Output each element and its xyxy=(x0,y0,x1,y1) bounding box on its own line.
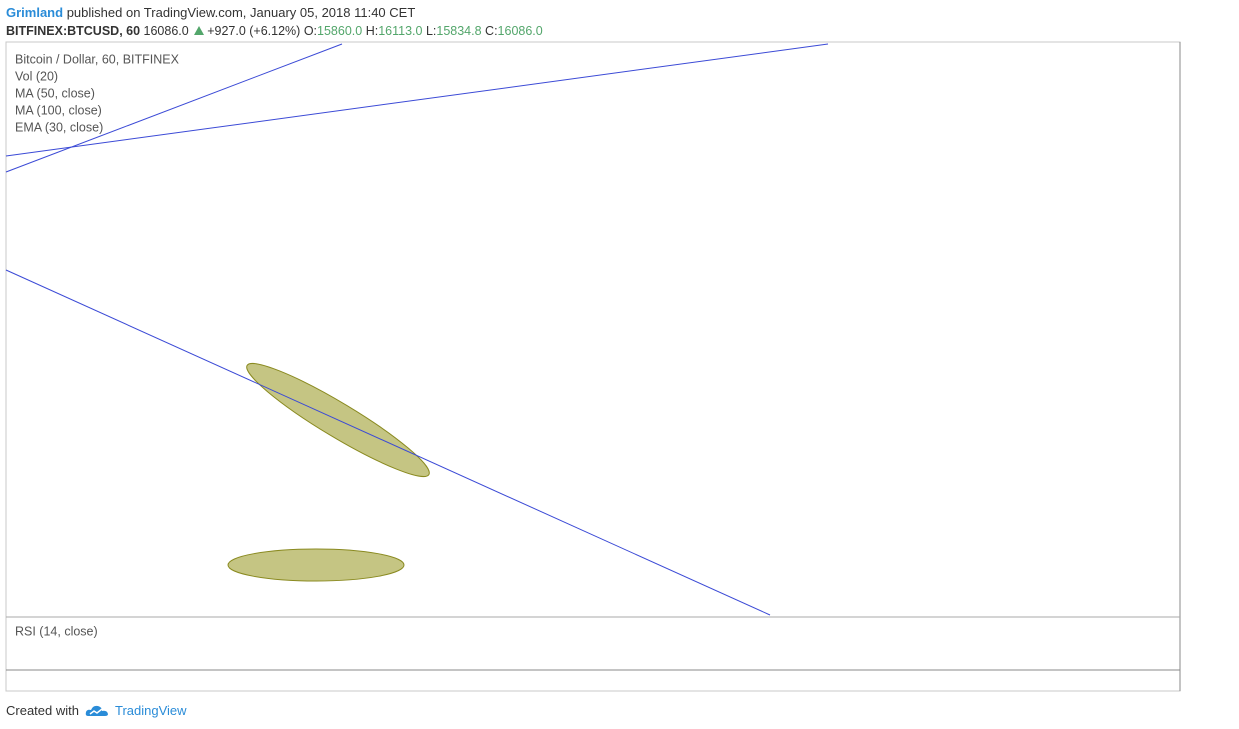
up-icon xyxy=(194,26,205,35)
high: 16113.0 xyxy=(378,24,423,38)
change: +927.0 (+6.12%) xyxy=(207,24,301,38)
brand[interactable]: TradingView xyxy=(114,703,187,718)
header-line-1: Grimland published on TradingView.com, J… xyxy=(6,3,543,22)
c-label: C: xyxy=(485,24,498,38)
legend: Bitcoin / Dollar, 60, BITFINEX Vol (20) … xyxy=(15,52,180,638)
trend-line xyxy=(5,43,829,157)
l-label: L: xyxy=(425,24,437,38)
legend-item: Vol (20) xyxy=(15,69,58,83)
trend-line xyxy=(5,269,771,616)
header-line-2: BITFINEX:BTCUSD, 60 16086.0 +927.0 (+6.1… xyxy=(6,22,543,41)
footer: Created with TradingView xyxy=(6,703,187,718)
ellipse-drawing xyxy=(227,548,405,582)
logo xyxy=(85,705,108,716)
symbol: BITFINEX:BTCUSD, 60 xyxy=(6,24,141,38)
author[interactable]: Grimland xyxy=(6,5,64,20)
rsi-legend: RSI (14, close) xyxy=(15,624,98,638)
created-with: Created with xyxy=(6,703,79,718)
open: 15860.0 xyxy=(317,24,363,38)
h-label: H: xyxy=(365,24,379,38)
legend-item: EMA (30, close) xyxy=(15,120,103,134)
frame xyxy=(5,41,1181,692)
legend-item: MA (100, close) xyxy=(15,103,102,117)
legend-title: Bitcoin / Dollar, 60, BITFINEX xyxy=(15,52,180,66)
chart: Bitcoin / Dollar, 60, BITFINEX Vol (20) … xyxy=(5,41,1181,692)
o-label: O: xyxy=(303,24,318,38)
close: 16086.0 xyxy=(497,24,543,38)
low: 15834.8 xyxy=(436,24,482,38)
published: published on TradingView.com, January 05… xyxy=(66,5,416,20)
legend-item: MA (50, close) xyxy=(15,86,95,100)
header: Grimland published on TradingView.com, J… xyxy=(6,3,543,41)
last: 16086.0 xyxy=(143,24,189,38)
trend-line xyxy=(5,43,343,173)
